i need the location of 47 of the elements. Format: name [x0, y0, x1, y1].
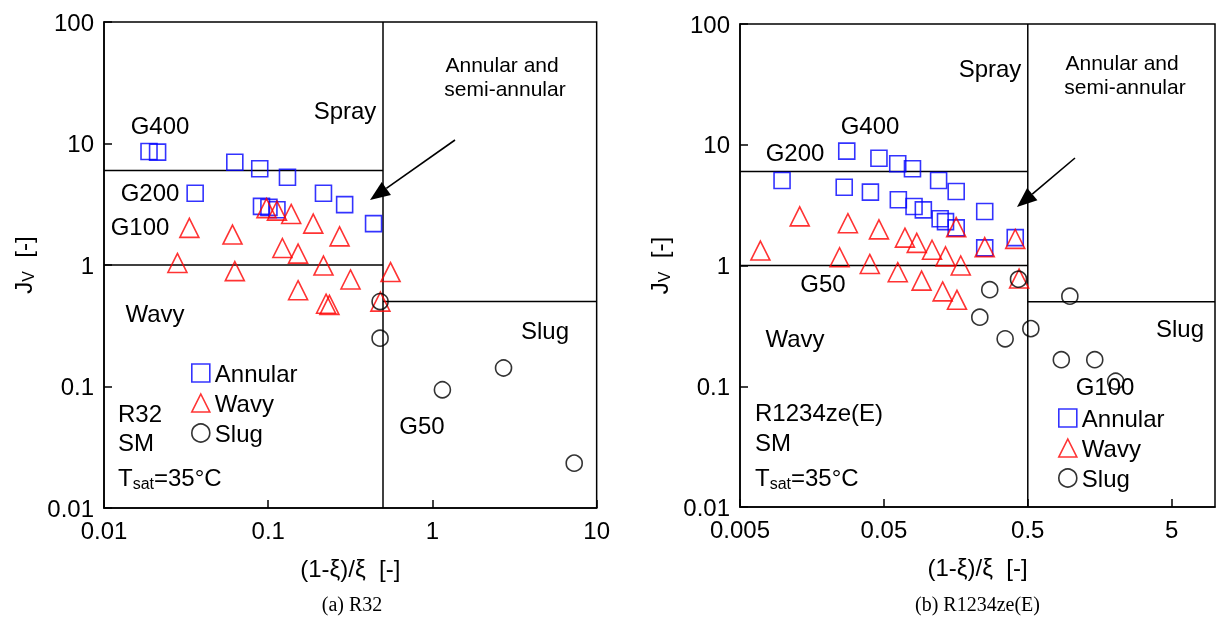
annotation: G400: [130, 111, 190, 139]
annotation: Annular and semi-annular: [1064, 50, 1186, 98]
y-tick-label: 1: [80, 251, 94, 279]
annotation: R1234ze(E): [755, 398, 884, 426]
x-tick-label: 0.05: [860, 515, 908, 543]
annotation: G100: [1075, 372, 1135, 400]
y-tick-label: 0.01: [47, 494, 94, 522]
annotation: G100: [110, 212, 170, 240]
x-axis-title: (1-ξ)/ξ [-]: [300, 554, 401, 582]
y-tick-label: 100: [53, 8, 94, 36]
annotation: Wavy: [765, 324, 825, 352]
legend-label: Slug: [214, 419, 263, 447]
legend-label: Wavy: [1081, 434, 1141, 462]
legend-label: Slug: [1081, 464, 1130, 492]
annotation: Wavy: [125, 299, 185, 327]
y-tick-label: 0.1: [696, 372, 730, 400]
legend-label: Annular: [1081, 404, 1165, 432]
y-axis-title: JV [-]: [645, 236, 673, 295]
annotation: SM: [118, 428, 154, 456]
y-tick-label: 1: [716, 252, 730, 279]
annotation: Slug: [520, 316, 570, 344]
y-tick-label: 100: [689, 10, 730, 38]
legend-label: Wavy: [214, 389, 274, 417]
x-tick-label: 0.5: [1011, 515, 1045, 543]
x-axis-title: (1-ξ)/ξ [-]: [927, 553, 1028, 581]
x-tick-label: 1: [425, 516, 440, 544]
y-tick-label: 0.1: [60, 373, 94, 400]
annotation: G50: [399, 411, 445, 439]
annotation: Spray: [313, 96, 377, 124]
annotation: Spray: [958, 54, 1022, 82]
y-tick-label: 10: [703, 131, 730, 159]
y-tick-label: 10: [67, 130, 94, 157]
x-tick-label: 5: [1165, 515, 1179, 543]
annotation: G200: [765, 138, 825, 166]
annotation: Annular and semi-annular: [444, 52, 566, 100]
text: (b) R1234ze(E): [915, 593, 1040, 616]
annotation: G200: [120, 178, 180, 206]
annotation: SM: [755, 428, 791, 456]
annotation: G400: [840, 111, 900, 139]
y-axis-title: JV [-]: [9, 236, 37, 294]
annotation: Slug: [1155, 314, 1205, 342]
x-tick-label: 0.1: [251, 516, 285, 544]
legend-label: Annular: [214, 359, 298, 387]
annotation: R32: [118, 399, 163, 427]
annotation: G50: [800, 269, 846, 297]
text: (a) R32: [321, 593, 383, 616]
x-tick-label: 10: [583, 516, 610, 544]
